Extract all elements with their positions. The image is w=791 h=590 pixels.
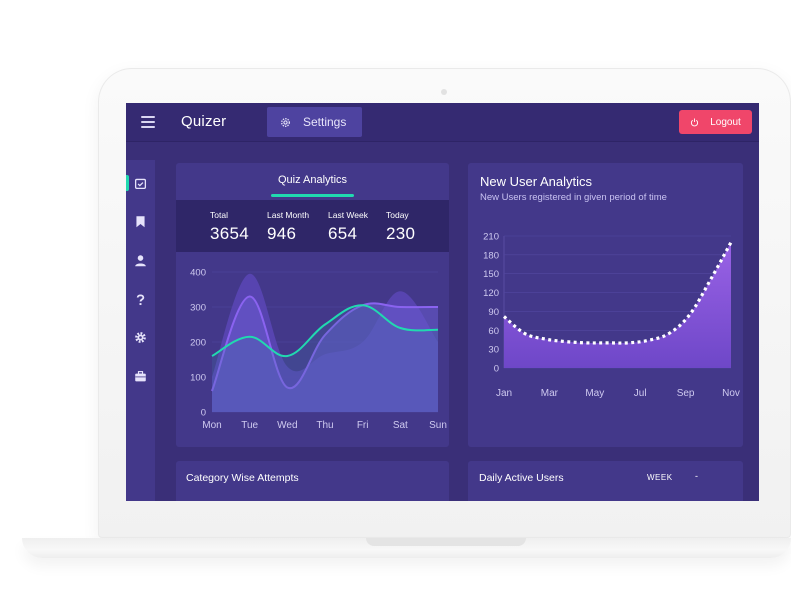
stat-label: Today [386,210,409,220]
chevron-down-icon[interactable]: - [695,471,698,481]
settings-button[interactable]: Settings [267,107,362,137]
x-tick-label: Wed [277,420,297,431]
x-tick-label: May [585,388,604,399]
power-icon [691,117,699,126]
quiz-stats: Total 3654 Last Month 946 Last Week 654 … [176,200,449,252]
stat-today: Today 230 [386,210,415,244]
x-tick-label: Tue [241,420,258,431]
top-bar: Quizer Settings Logout [126,103,759,142]
y-tick-label: 0 [201,408,206,419]
x-tick-label: Sun [429,420,447,431]
x-tick-label: Fri [357,420,369,431]
gear-icon [135,331,146,343]
y-tick-label: 60 [488,326,499,337]
sidebar-item-users[interactable] [126,249,155,271]
sidebar-item-help[interactable] [126,288,155,310]
sidebar [126,160,155,501]
logout-button[interactable]: Logout [679,110,752,134]
series-line-2 [211,295,439,392]
sidebar-item-dashboard[interactable] [126,172,155,194]
daily-active-users-title: Daily Active Users [479,472,564,484]
x-tick-label: Sat [393,420,408,431]
y-tick-label: 400 [190,268,206,279]
y-tick-label: 30 [488,345,499,356]
new-user-analytics-title: New User Analytics [480,174,592,189]
y-tick-label: 210 [483,232,499,243]
y-tick-label: 180 [483,250,499,261]
series-area-2 [212,296,438,412]
app-title: Quizer [181,113,227,130]
stat-last-month: Last Month 946 [267,210,309,244]
x-tick-label: Sep [677,388,695,399]
new-user-analytics-card: New User Analytics New Users registered … [468,163,743,447]
series-area [504,242,731,368]
sidebar-item-settings[interactable] [126,326,155,348]
x-tick-label: Thu [316,420,333,431]
laptop-base-notch [366,538,526,546]
quiz-analytics-tab[interactable]: Quiz Analytics [277,174,348,186]
x-tick-label: Mar [541,388,559,399]
user-icon [135,254,146,266]
stat-value: 3654 [210,224,250,243]
daily-active-users-card: Daily Active Users WEEK - [468,461,743,501]
new-user-analytics-chart: 0 30 60 90 120 150 180 210 Jan Mar May Jul Sep Nov [483,232,740,400]
quiz-analytics-card: Quiz Analytics Total 3654 Last Month 946… [176,163,449,447]
quiz-analytics-tab-indicator [271,194,354,197]
stat-label: Total [210,210,228,220]
new-user-analytics-subtitle: New Users registered in given period of … [480,192,667,203]
laptop-base [22,538,791,558]
y-tick-label: 100 [190,373,206,384]
y-tick-label: 0 [494,364,499,375]
stat-label: Last Week [328,210,369,220]
stat-value: 654 [328,224,358,243]
laptop-camera [441,89,447,95]
briefcase-icon [135,370,146,381]
y-tick-label: 90 [488,307,499,318]
y-tick-label: 120 [483,288,499,299]
category-wise-attempts-card: Category Wise Attempts [176,461,449,501]
y-tick-label: 300 [190,303,206,314]
x-tick-label: Nov [722,388,740,399]
x-tick-label: Jul [634,388,647,399]
series-line [502,241,733,345]
category-wise-attempts-title: Category Wise Attempts [186,472,299,484]
stat-total: Total 3654 [210,210,249,244]
x-tick-label: Jan [496,388,512,399]
sidebar-item-bookmarks[interactable] [126,210,155,232]
logout-button-label: Logout [710,116,741,128]
stat-value: 230 [386,224,416,243]
hamburger-menu-icon[interactable] [141,116,155,128]
series-area-3 [212,305,438,412]
sidebar-item-jobs[interactable] [126,365,155,387]
range-select[interactable]: WEEK [647,473,673,482]
x-tick-label: Mon [202,420,221,431]
stat-label: Last Month [267,210,310,220]
bookmark-icon [136,215,145,227]
app-screen: Quizer Settings Logout [126,103,759,501]
calendar-check-icon [134,178,147,189]
stat-value: 946 [267,224,297,243]
gear-icon [281,117,290,127]
question-icon [136,293,145,305]
quiz-analytics-chart: 0 100 200 300 400 Mon Tue Wed Thu Fri Sat Sun [190,268,447,432]
y-tick-label: 150 [483,269,499,280]
stat-last-week: Last Week 654 [328,210,368,244]
settings-button-label: Settings [303,115,347,129]
series-line-3 [211,304,439,358]
y-tick-label: 200 [190,338,206,349]
